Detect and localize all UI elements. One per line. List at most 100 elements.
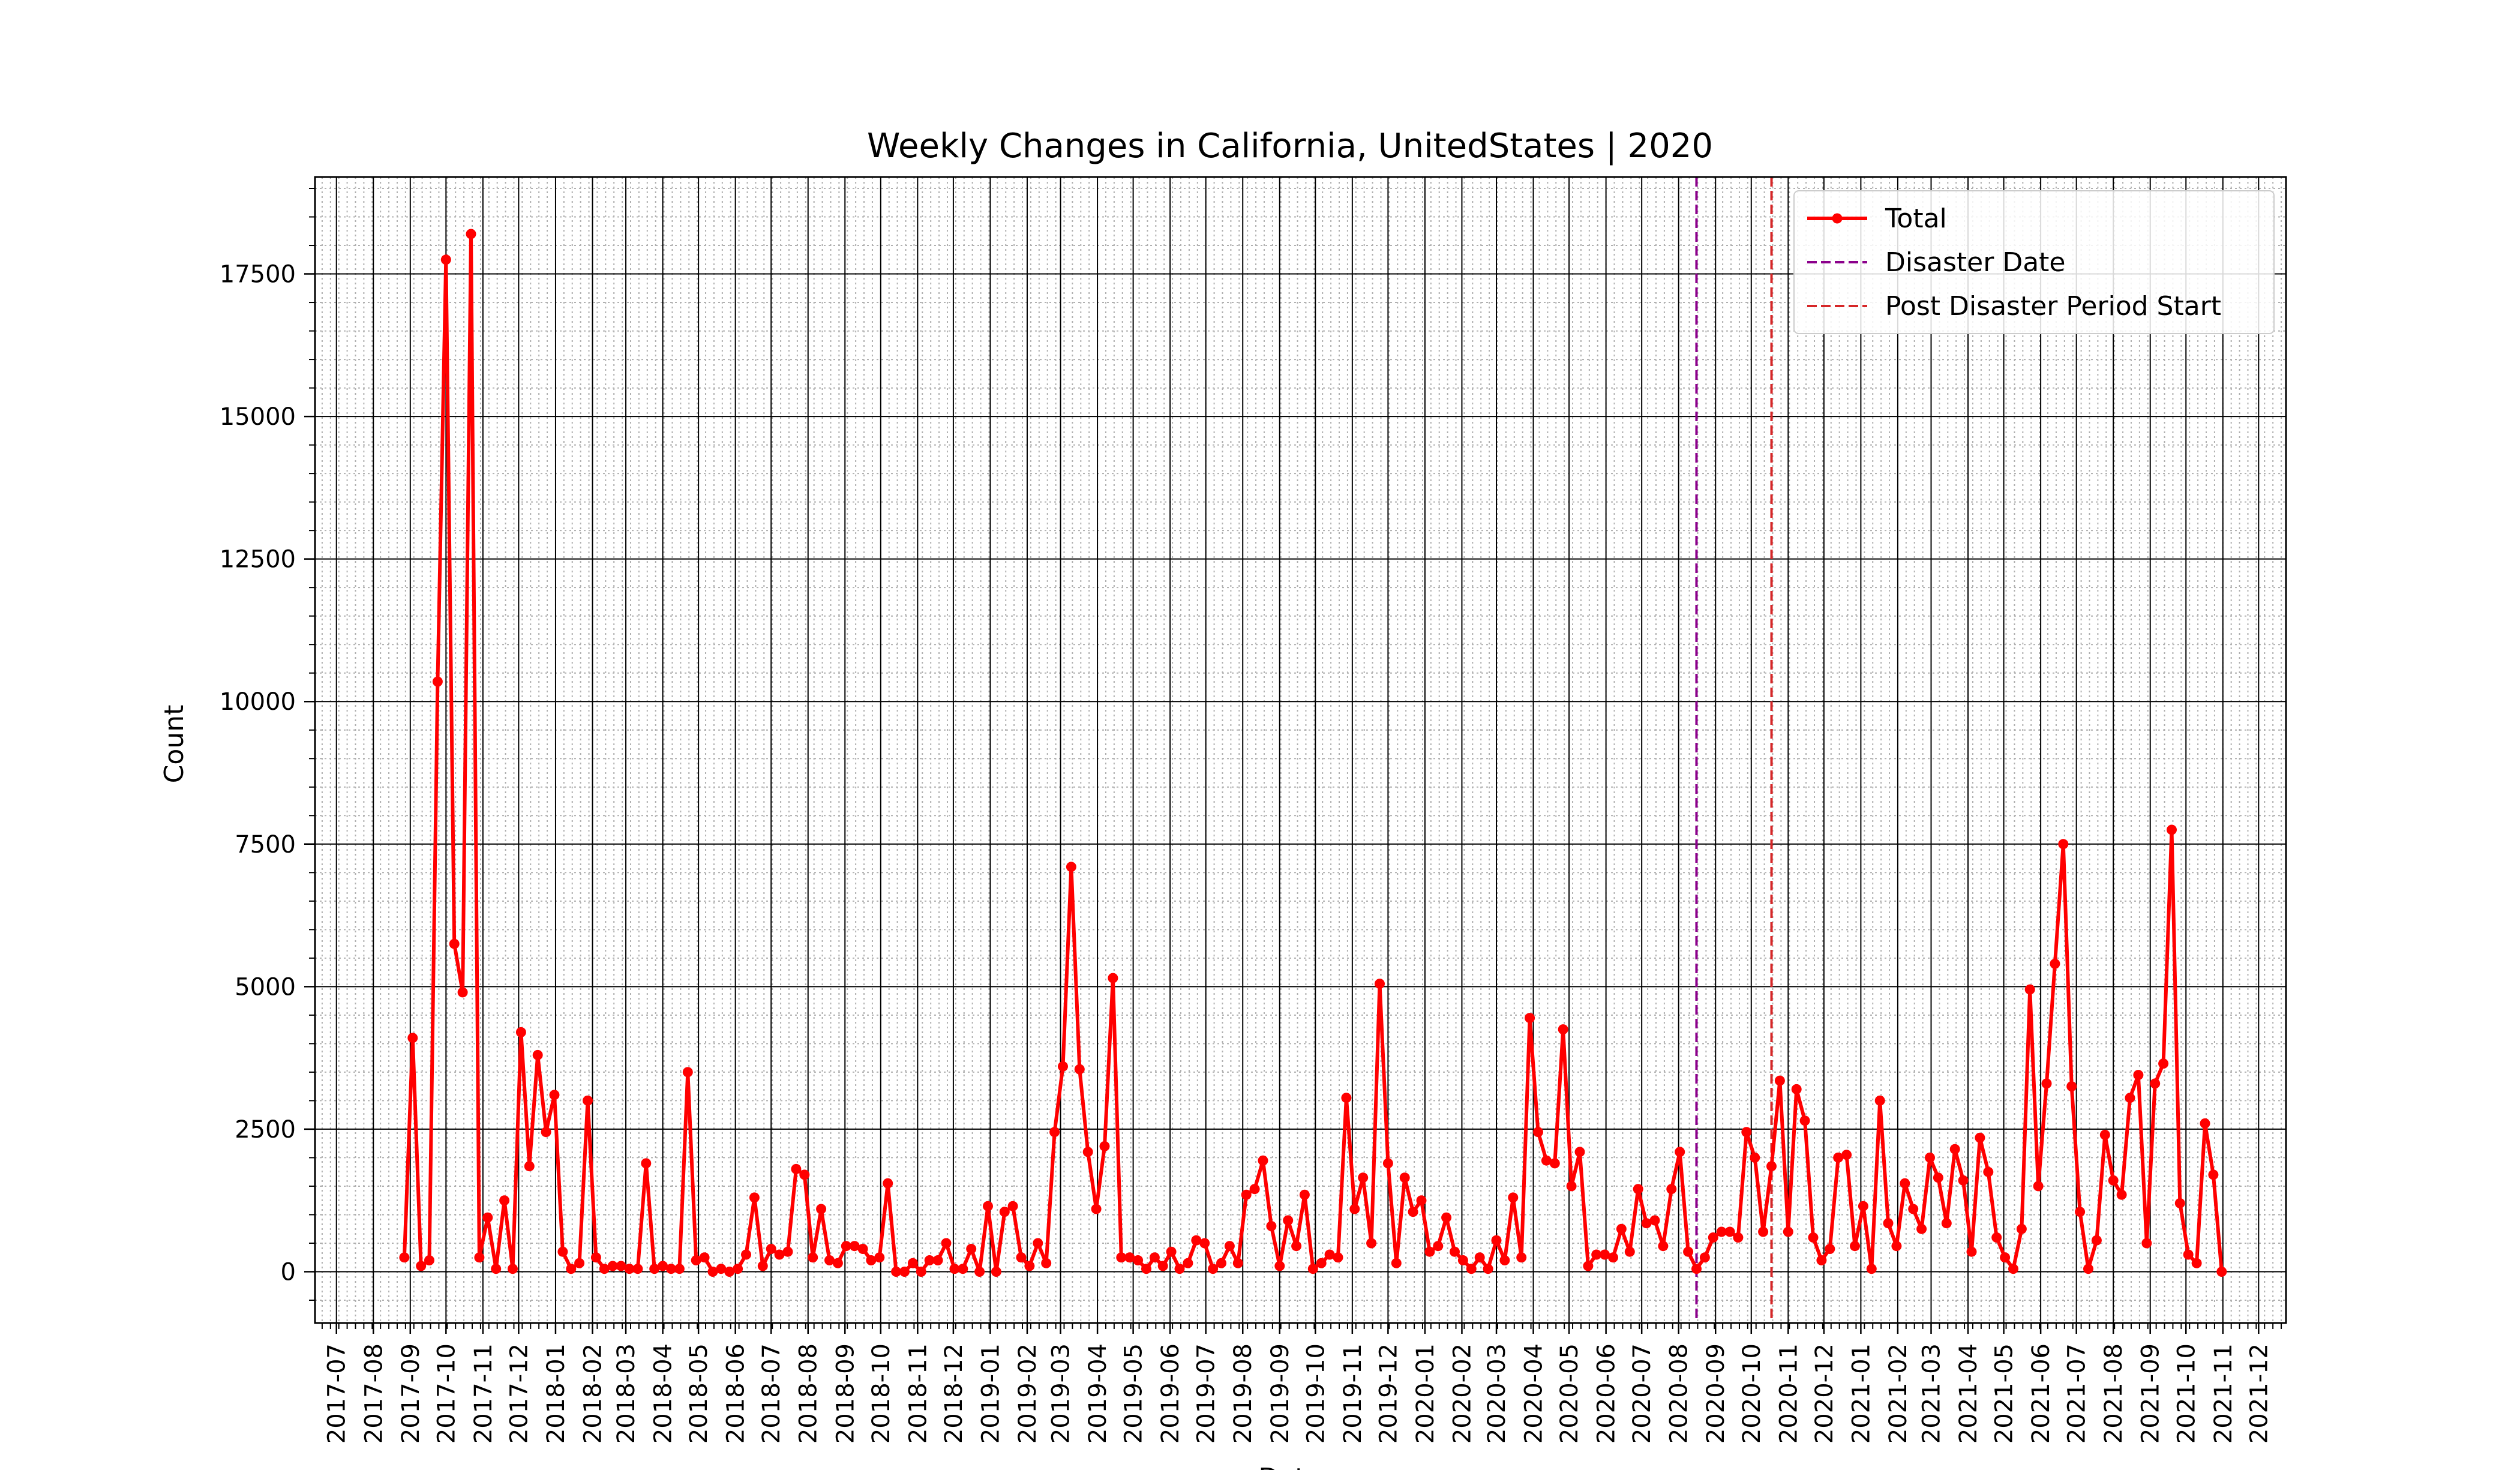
data-point [1649, 1215, 1660, 1226]
data-point [1116, 1252, 1127, 1263]
data-point [515, 1027, 526, 1037]
data-point [816, 1204, 827, 1214]
x-tick-label: 2018-12 [940, 1343, 968, 1444]
data-point [1232, 1258, 1243, 1268]
x-tick-label: 2017-09 [397, 1343, 425, 1444]
x-tick-label: 2019-09 [1267, 1343, 1294, 1444]
data-point [757, 1261, 768, 1271]
data-point [666, 1264, 676, 1274]
data-point [2200, 1118, 2210, 1129]
data-point [1658, 1241, 1669, 1252]
y-tick-label: 12500 [220, 546, 296, 574]
data-point [1741, 1127, 1752, 1138]
data-point [2016, 1223, 2027, 1234]
data-point [449, 938, 460, 949]
data-point [1099, 1141, 1110, 1151]
data-point [832, 1258, 843, 1268]
x-tick-label: 2019-05 [1120, 1343, 1148, 1444]
data-point [1391, 1258, 1402, 1268]
data-point [1808, 1232, 1819, 1243]
data-point [407, 1033, 418, 1043]
data-point [1033, 1238, 1043, 1249]
x-tick-label: 2018-01 [542, 1343, 570, 1444]
x-tick-label: 2021-10 [2173, 1343, 2200, 1444]
legend-label: Total [1885, 203, 1947, 234]
x-tick-label: 2021-03 [1918, 1343, 1946, 1444]
data-point [541, 1127, 551, 1138]
data-point [2191, 1258, 2202, 1268]
x-tick-label: 2018-06 [722, 1343, 750, 1444]
data-point [774, 1249, 785, 1260]
data-point [1157, 1261, 1168, 1271]
data-point [1066, 862, 1076, 872]
data-point [1124, 1252, 1135, 1263]
data-point [1216, 1258, 1226, 1268]
x-tick-label: 2021-02 [1885, 1343, 1912, 1444]
data-point [2208, 1169, 2219, 1180]
x-tick-label: 2019-01 [977, 1343, 1004, 1444]
data-point [482, 1212, 493, 1223]
data-point [1508, 1192, 1519, 1203]
data-point [399, 1252, 410, 1263]
data-point [1491, 1235, 1502, 1246]
data-point [1341, 1093, 1352, 1103]
data-point [1691, 1264, 1702, 1274]
data-point [2174, 1198, 2185, 1208]
data-point [1866, 1264, 1877, 1274]
data-point [674, 1264, 685, 1274]
y-tick-label: 0 [281, 1258, 296, 1286]
data-point [1366, 1238, 1377, 1249]
data-point [2050, 958, 2060, 969]
data-point [1433, 1241, 1444, 1252]
data-point [958, 1264, 968, 1274]
data-point [532, 1049, 543, 1060]
data-point [1349, 1204, 1360, 1214]
data-point [799, 1169, 810, 1180]
x-tick-label: 2017-10 [433, 1343, 460, 1444]
x-tick-label: 2020-12 [1811, 1343, 1838, 1444]
data-point [1457, 1255, 1468, 1265]
data-point [440, 254, 451, 265]
data-point [1716, 1226, 1727, 1237]
x-tick-label: 2020-01 [1412, 1343, 1439, 1444]
x-tick-label: 2018-05 [685, 1343, 713, 1444]
x-tick-label: 2018-02 [579, 1343, 607, 1444]
x-tick-label: 2021-12 [2245, 1343, 2273, 1444]
data-point [2133, 1070, 2144, 1081]
data-point [432, 676, 443, 687]
data-point [1058, 1061, 1068, 1072]
data-point [949, 1264, 960, 1274]
data-point [999, 1207, 1010, 1217]
x-tick-label: 2021-06 [2027, 1343, 2055, 1444]
data-point [808, 1252, 818, 1263]
data-point [1049, 1127, 1060, 1138]
data-point [1141, 1264, 1151, 1274]
data-point [1082, 1147, 1093, 1157]
data-point [1891, 1241, 1902, 1252]
data-point [1608, 1252, 1618, 1263]
data-point [2108, 1175, 2119, 1186]
x-tick-label: 2020-03 [1483, 1343, 1511, 1444]
y-tick-label: 10000 [220, 688, 296, 716]
data-point [1683, 1246, 1694, 1257]
data-point [1408, 1207, 1418, 1217]
data-point [2033, 1181, 2044, 1192]
data-point [574, 1258, 585, 1268]
x-tick-label: 2019-04 [1084, 1343, 1112, 1444]
legend-frame [1793, 190, 2275, 334]
x-tick-label: 2019-02 [1014, 1343, 1042, 1444]
data-point [699, 1252, 710, 1263]
data-point [416, 1261, 427, 1271]
x-tick-label: 2020-05 [1556, 1343, 1583, 1444]
data-point [1307, 1264, 1318, 1274]
data-point [2141, 1238, 2152, 1249]
data-point [499, 1195, 510, 1206]
data-point [1574, 1147, 1585, 1157]
data-point [824, 1255, 835, 1265]
data-point [1966, 1246, 1977, 1257]
data-point [857, 1244, 868, 1254]
axes-background [315, 177, 2286, 1323]
data-point [1983, 1166, 1994, 1177]
data-point [866, 1255, 877, 1265]
data-point [2158, 1058, 2169, 1069]
